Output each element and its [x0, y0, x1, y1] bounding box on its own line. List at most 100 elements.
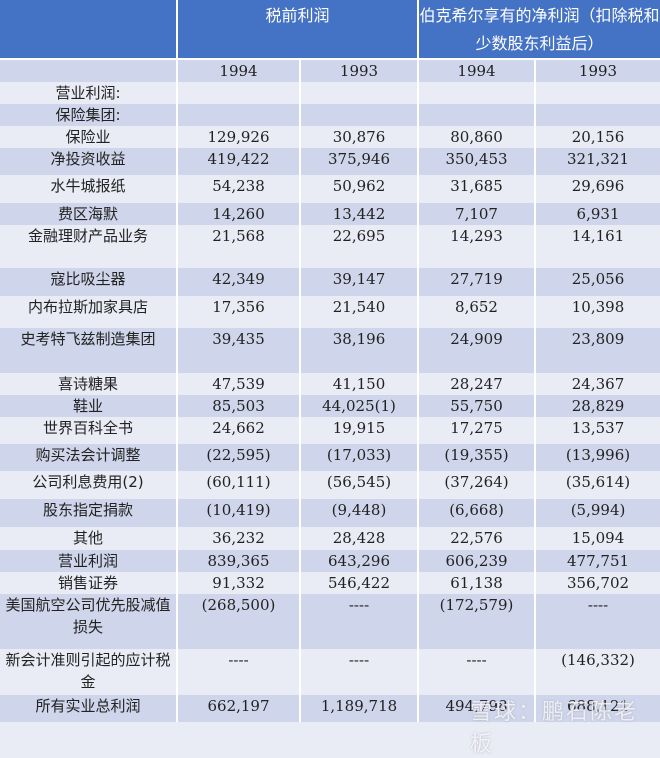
value-cell: (17,033)	[300, 444, 420, 471]
value-cell: (5,994)	[535, 499, 660, 527]
value-cell: 61,138	[418, 572, 537, 594]
value-cell: (172,579)	[418, 594, 537, 649]
value-cell: 606,239	[418, 550, 537, 572]
value-cell: 839,365	[177, 550, 301, 572]
row-label: 寇比吸尘器	[0, 268, 178, 296]
value-cell: (10,419)	[177, 499, 301, 527]
value-cell: 41,150	[300, 373, 420, 395]
value-cell: 55,750	[418, 395, 537, 417]
value-cell	[177, 82, 301, 104]
row-label: 世界百科全书	[0, 417, 178, 444]
value-cell: 13,537	[535, 417, 660, 444]
header-row: 税前利润 伯克希尔享有的净利润（扣除税和少数股东利益后）	[0, 0, 660, 60]
table-row: 其他 36,232 28,428 22,576 15,094	[0, 527, 660, 550]
year-cell: 1994	[418, 59, 537, 82]
value-cell: 477,751	[535, 550, 660, 572]
value-cell: 24,367	[535, 373, 660, 395]
row-label: 其他	[0, 527, 178, 550]
row-label: 购买法会计调整	[0, 444, 178, 471]
value-cell: 17,275	[418, 417, 537, 444]
value-cell: 36,232	[177, 527, 301, 550]
value-cell: (9,448)	[300, 499, 420, 527]
value-cell: 375,946	[300, 148, 420, 175]
row-label: 保险集团:	[0, 104, 178, 126]
value-cell: 356,702	[535, 572, 660, 594]
value-cell: 22,576	[418, 527, 537, 550]
value-cell: 28,247	[418, 373, 537, 395]
table-row: 史考特飞兹制造集团 39,435 38,196 24,909 23,809	[0, 328, 660, 373]
value-cell: 31,685	[418, 175, 537, 203]
value-cell	[418, 82, 537, 104]
value-cell: 1,189,718	[300, 695, 420, 722]
header-pretax-earnings: 税前利润	[177, 0, 420, 60]
value-cell: 25,056	[535, 268, 660, 296]
row-label: 费区海默	[0, 203, 178, 225]
value-cell: (56,545)	[300, 471, 420, 499]
table-row: 保险业 129,926 30,876 80,860 20,156	[0, 126, 660, 148]
table-row: 鞋业 85,503 44,025(1) 55,750 28,829	[0, 395, 660, 417]
value-cell: 24,662	[177, 417, 301, 444]
year-cell: 1993	[300, 59, 420, 82]
value-cell	[535, 82, 660, 104]
value-cell: 39,147	[300, 268, 420, 296]
value-cell: 546,422	[300, 572, 420, 594]
value-cell: 14,161	[535, 225, 660, 268]
value-cell: 21,540	[300, 296, 420, 328]
table-row: 股东指定捐款 (10,419) (9,448) (6,668) (5,994)	[0, 499, 660, 527]
value-cell: 8,652	[418, 296, 537, 328]
value-cell: 688,121	[535, 695, 660, 722]
value-cell	[300, 104, 420, 126]
value-cell: 80,860	[418, 126, 537, 148]
table-row: 保险集团:	[0, 104, 660, 126]
row-label: 鞋业	[0, 395, 178, 417]
value-cell: (13,996)	[535, 444, 660, 471]
year-row: 1994 1993 1994 1993	[0, 59, 660, 82]
value-cell: 14,293	[418, 225, 537, 268]
table-row: 喜诗糖果 47,539 41,150 28,247 24,367	[0, 373, 660, 395]
row-label: 所有实业总利润	[0, 695, 178, 722]
row-label: 营业利润:	[0, 82, 178, 104]
value-cell: (37,264)	[418, 471, 537, 499]
row-label: 净投资收益	[0, 148, 178, 175]
row-label: 公司利息费用(2)	[0, 471, 178, 499]
value-cell: 91,332	[177, 572, 301, 594]
value-cell: 6,931	[535, 203, 660, 225]
year-blank	[0, 59, 178, 82]
year-cell: 1994	[177, 59, 301, 82]
value-cell: 28,428	[300, 527, 420, 550]
row-label: 保险业	[0, 126, 178, 148]
value-cell: (6,668)	[418, 499, 537, 527]
value-cell: ----	[300, 649, 420, 695]
value-cell: 44,025(1)	[300, 395, 420, 417]
value-cell	[535, 104, 660, 126]
value-cell: 14,260	[177, 203, 301, 225]
table-row: 美国航空公司优先股减值损失 (268,500) ---- (172,579) ----	[0, 594, 660, 649]
value-cell: 19,915	[300, 417, 420, 444]
row-label: 金融理财产品业务	[0, 225, 178, 268]
row-label: 水牛城报纸	[0, 175, 178, 203]
table-row: 费区海默 14,260 13,442 7,107 6,931	[0, 203, 660, 225]
row-label: 喜诗糖果	[0, 373, 178, 395]
table-row: 营业利润 839,365 643,296 606,239 477,751	[0, 550, 660, 572]
row-label: 美国航空公司优先股减值损失	[0, 594, 178, 649]
value-cell: (35,614)	[535, 471, 660, 499]
header-net-earnings: 伯克希尔享有的净利润（扣除税和少数股东利益后）	[418, 0, 660, 60]
value-cell: 38,196	[300, 328, 420, 373]
value-cell: 85,503	[177, 395, 301, 417]
earnings-table: 税前利润 伯克希尔享有的净利润（扣除税和少数股东利益后） 1994 1993 1…	[0, 0, 660, 722]
value-cell: 20,156	[535, 126, 660, 148]
table-row: 水牛城报纸 54,238 50,962 31,685 29,696	[0, 175, 660, 203]
value-cell: 7,107	[418, 203, 537, 225]
value-cell: 10,398	[535, 296, 660, 328]
header-blank	[0, 0, 178, 60]
table-row: 内布拉斯加家具店 17,356 21,540 8,652 10,398	[0, 296, 660, 328]
value-cell	[300, 82, 420, 104]
value-cell: 22,695	[300, 225, 420, 268]
value-cell: 50,962	[300, 175, 420, 203]
value-cell: ----	[177, 649, 301, 695]
table-row: 购买法会计调整 (22,595) (17,033) (19,355) (13,996)	[0, 444, 660, 471]
value-cell: 321,321	[535, 148, 660, 175]
row-label: 内布拉斯加家具店	[0, 296, 178, 328]
value-cell: (19,355)	[418, 444, 537, 471]
value-cell: 27,719	[418, 268, 537, 296]
